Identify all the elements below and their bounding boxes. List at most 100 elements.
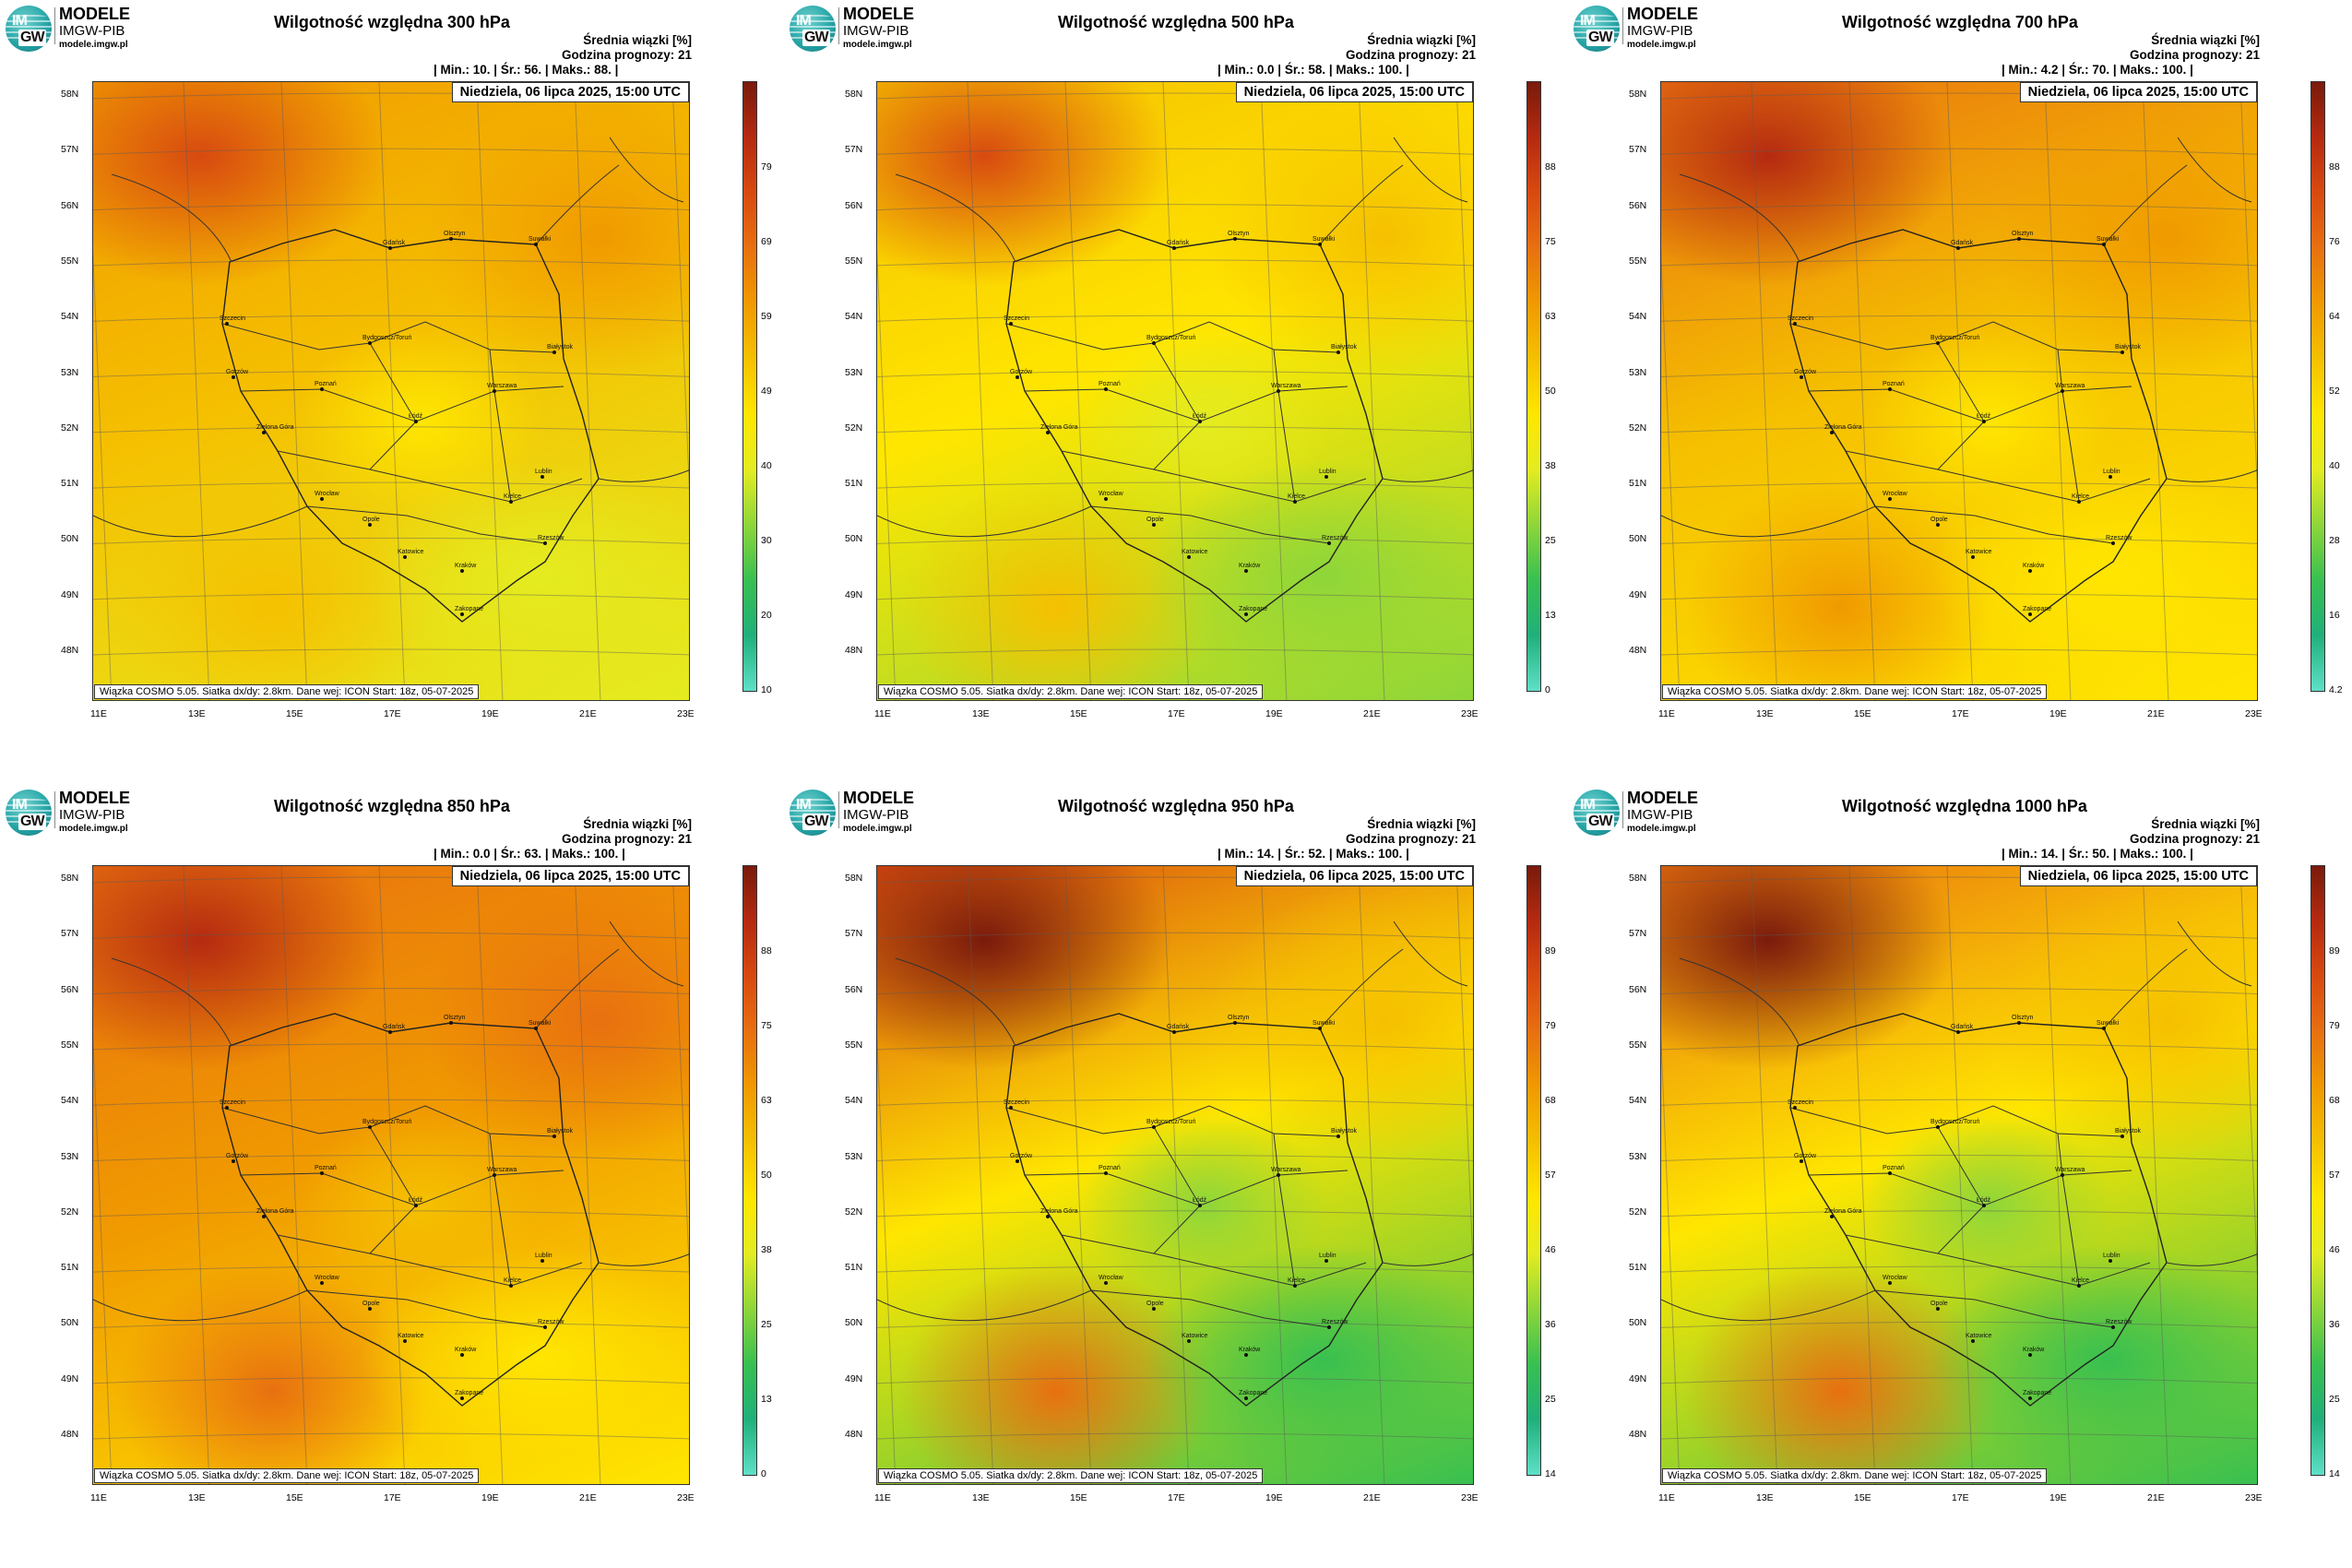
city-marker (368, 1125, 372, 1129)
forecast-hour: Godzina prognozy: 21 (1345, 832, 1476, 846)
city-marker (388, 246, 392, 250)
city-marker (1336, 350, 1340, 354)
field-description: Średnia wiązki [%] (583, 33, 692, 47)
longitude-gridline (1064, 866, 1092, 1484)
color-scale-tick-label: 20 (761, 610, 772, 621)
latitude-tick-label: 51N (845, 478, 863, 490)
humidity-map: Gdańsk Olsztyn Suwałki Szczecin Bydgoszcz/To… (92, 865, 690, 1485)
longitude-gridline (2239, 866, 2257, 1277)
city-label: Olsztyn (444, 1015, 465, 1021)
organization-name: MODELE IMGW-PIB modele.imgw.pl (1627, 789, 1699, 834)
latitude-gridline (1661, 593, 2257, 600)
longitude-tick-label: 23E (2245, 708, 2263, 719)
city-marker (2077, 500, 2081, 504)
city-marker (262, 431, 266, 434)
latitude-gridline (1661, 1099, 2257, 1106)
latitude-tick-label: 52N (845, 1206, 863, 1218)
latitude-gridline (93, 1377, 689, 1384)
city-marker (1793, 1106, 1797, 1110)
valid-date: Niedziela, 06 lipca 2025, 15:00 UTC (1235, 866, 1473, 886)
longitude-gridline (93, 247, 113, 700)
latitude-gridline (877, 1210, 1473, 1218)
city-label: Rzeszów (2106, 1319, 2132, 1325)
longitude-gridline (280, 82, 308, 700)
longitude-gridline (183, 82, 210, 700)
city-marker (2017, 1021, 2021, 1025)
city-marker (320, 387, 324, 391)
borders-overlay: Gdańsk Olsztyn Suwałki Szczecin Bydgoszcz/To… (877, 82, 1473, 700)
latitude-tick-label: 51N (1629, 1262, 1647, 1274)
city-marker (1152, 1307, 1156, 1311)
city-marker (1233, 237, 1237, 241)
city-marker (1152, 1125, 1156, 1129)
field-statistics: | Min.: 10. | Śr.: 56. | Maks.: 88. | (434, 63, 619, 77)
valid-date: Niedziela, 06 lipca 2025, 15:00 UTC (1235, 82, 1473, 102)
city-label: Poznań (1883, 381, 1905, 387)
city-label: Łódź (409, 413, 423, 420)
longitude-gridline (1661, 247, 1681, 700)
city-label: Szczecin (1004, 1099, 1029, 1106)
field-statistics: | Min.: 0.0 | Śr.: 63. | Maks.: 100. | (434, 847, 625, 861)
city-label: Zielona Góra (1824, 1208, 1862, 1215)
longitude-gridline (1848, 866, 1876, 1484)
color-scale-tick-label: 75 (761, 1020, 772, 1031)
city-marker (1830, 1215, 1834, 1218)
country-border (221, 229, 600, 623)
color-scale-bar (2310, 865, 2325, 1476)
latitude-gridline (93, 988, 689, 995)
city-marker (1046, 431, 1050, 434)
color-scale-tick-label: 88 (2329, 161, 2340, 172)
city-label: Kielce (2072, 493, 2089, 500)
longitude-gridline (671, 82, 689, 493)
latitude-gridline (93, 1321, 689, 1328)
city-marker (1830, 431, 1834, 434)
latitude-gridline (1661, 481, 2257, 489)
color-scale-tick-label: 14 (2329, 1468, 2340, 1479)
city-marker (449, 237, 453, 241)
color-scale-tick-label: 46 (1545, 1244, 1556, 1255)
latitude-tick-label: 56N (61, 983, 79, 995)
longitude-gridline (1260, 866, 1288, 1484)
longitude-gridline (1064, 82, 1092, 700)
latitude-gridline (1661, 426, 2257, 434)
color-scale-tick-label: 89 (1545, 945, 1556, 956)
latitude-gridline (93, 1210, 689, 1218)
color-scale-tick-label: 69 (761, 236, 772, 247)
latitude-gridline (877, 1099, 1473, 1106)
latitude-tick-label: 53N (61, 366, 79, 378)
city-label: Wrocław (1099, 1275, 1124, 1281)
city-label: Szczecin (220, 315, 245, 322)
color-scale-tick-label: 46 (2329, 1244, 2340, 1255)
latitude-tick-label: 58N (845, 873, 863, 884)
latitude-tick-label: 57N (845, 144, 863, 156)
longitude-tick-label: 15E (1854, 708, 1871, 719)
color-scale-bar (1526, 81, 1541, 692)
forecast-hour: Godzina prognozy: 21 (1345, 48, 1476, 62)
latitude-tick-label: 55N (845, 1039, 863, 1051)
longitude-tick-label: 15E (1070, 708, 1087, 719)
city-label: Zakopane (2023, 606, 2051, 612)
city-marker (2028, 569, 2032, 573)
city-label: Olsztyn (444, 231, 465, 237)
latitude-tick-label: 58N (61, 89, 79, 100)
latitude-tick-label: 58N (1629, 89, 1647, 100)
organization-name: MODELE IMGW-PIB modele.imgw.pl (1627, 5, 1699, 50)
city-label: Szczecin (1788, 1099, 1813, 1106)
city-label: Szczecin (1788, 315, 1813, 322)
latitude-tick-label: 56N (1629, 983, 1647, 995)
latitude-gridline (1661, 932, 2257, 939)
neighbor-borders (1661, 137, 2257, 538)
country-border (221, 1013, 600, 1407)
city-label: Gdańsk (1167, 240, 1190, 246)
city-marker (368, 341, 372, 345)
color-scale-tick-label: 88 (761, 945, 772, 956)
latitude-gridline (1661, 537, 2257, 544)
city-marker (368, 523, 372, 527)
latitude-tick-label: 57N (1629, 928, 1647, 940)
latitude-tick-label: 53N (845, 366, 863, 378)
longitude-tick-label: 13E (1756, 1492, 1774, 1503)
longitude-tick-label: 21E (2147, 1492, 2165, 1503)
organization-name: MODELE IMGW-PIB modele.imgw.pl (843, 5, 915, 50)
region-borders (1005, 1105, 1367, 1328)
forecast-hour: Godzina prognozy: 21 (561, 832, 692, 846)
